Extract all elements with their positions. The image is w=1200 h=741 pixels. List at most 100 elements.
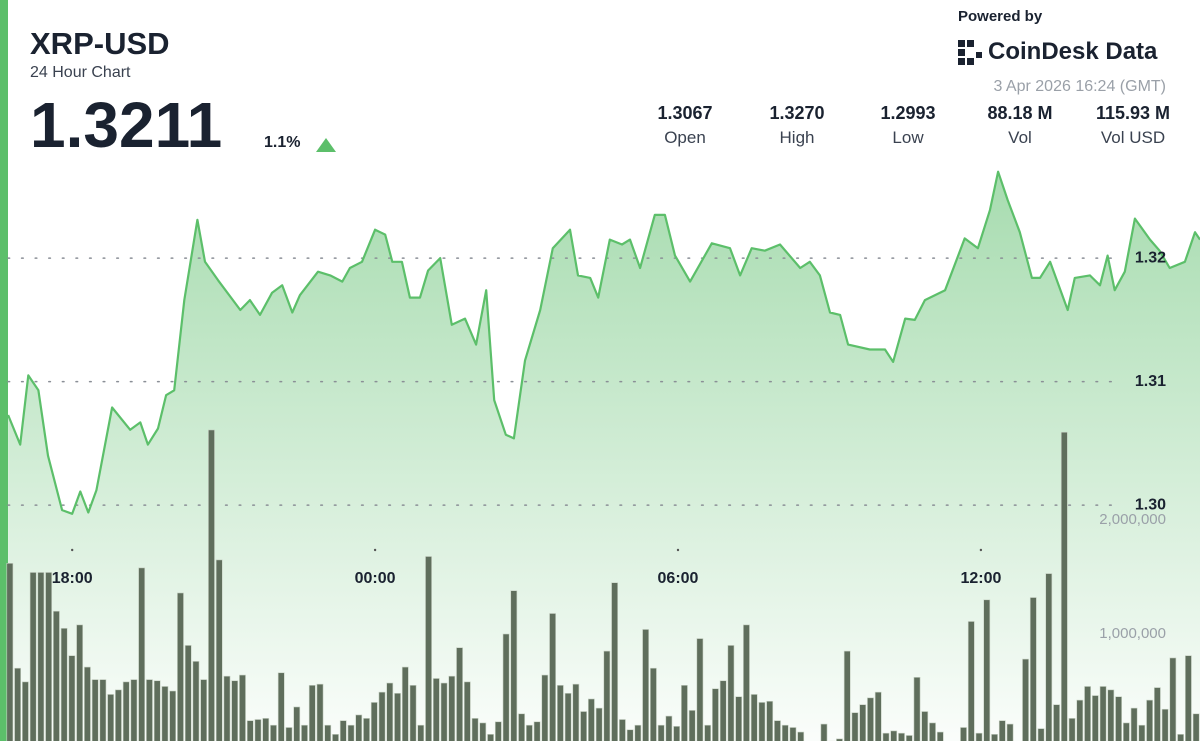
volume-bar xyxy=(355,714,363,741)
volume-bar xyxy=(440,682,448,741)
x-tick-label: 12:00 xyxy=(960,570,1001,587)
volume-bar xyxy=(324,724,332,741)
volume-bar xyxy=(270,724,277,741)
volume-bar xyxy=(556,684,564,741)
volume-bar xyxy=(774,720,781,741)
volume-bar xyxy=(1068,718,1076,741)
x-tick-mark xyxy=(70,548,74,552)
volume-bar xyxy=(1192,713,1200,741)
volume-bar xyxy=(138,567,146,741)
volume-bar xyxy=(1060,431,1068,741)
volume-bar xyxy=(471,718,479,741)
volume-bar xyxy=(1130,707,1138,741)
title: XRP-USD xyxy=(30,26,170,61)
volume-bar xyxy=(417,724,425,741)
volume-bar xyxy=(502,633,510,741)
volume-bar xyxy=(432,678,440,741)
volume-bar xyxy=(29,572,37,741)
volume-bar xyxy=(254,719,262,741)
volume-bar xyxy=(820,723,828,741)
volume-bar xyxy=(898,732,905,741)
volume-bar xyxy=(836,738,843,741)
volume-bar xyxy=(998,720,1006,741)
volume-bar xyxy=(983,599,991,741)
volume-bar xyxy=(580,711,587,741)
y2-tick-label: 1,000,000 xyxy=(1099,625,1166,642)
volume-bar xyxy=(130,679,138,741)
volume-bar xyxy=(1006,723,1014,741)
x-tick-mark xyxy=(373,548,377,552)
volume-bar xyxy=(192,661,200,741)
volume-bar xyxy=(766,700,774,741)
volume-bar xyxy=(262,718,270,741)
volume-bar xyxy=(409,684,417,741)
volume-bar xyxy=(681,684,688,741)
volume-bar xyxy=(1161,708,1169,741)
volume-bar xyxy=(587,698,595,741)
volume-bar xyxy=(463,681,471,741)
subtitle: 24 Hour Chart xyxy=(30,64,131,81)
stat-label: Low xyxy=(892,128,924,147)
volume-bar xyxy=(6,563,14,741)
stat-value: 1.3270 xyxy=(769,103,825,123)
volume-bar xyxy=(394,692,401,741)
volume-bar xyxy=(657,724,665,741)
volume-bar xyxy=(921,711,929,741)
volume-bar xyxy=(169,690,177,741)
price: 1.3211 xyxy=(30,89,223,161)
volume-bar xyxy=(153,680,161,741)
volume-bar xyxy=(53,610,60,741)
volume-bar xyxy=(1146,699,1153,741)
volume-bar xyxy=(184,645,192,741)
volume-bar xyxy=(37,572,45,741)
volume-bar xyxy=(76,624,84,741)
volume-bar xyxy=(1076,699,1084,741)
volume-bar xyxy=(301,724,308,741)
volume-bar xyxy=(1022,658,1029,741)
volume-bar xyxy=(246,720,254,741)
powered-by: Powered by xyxy=(958,8,1043,25)
volume-bar xyxy=(781,724,789,741)
stat: 1.3270 High xyxy=(742,103,852,148)
y-tick-label: 1.31 xyxy=(1135,373,1166,390)
volume-bar xyxy=(231,680,239,741)
volume-bar xyxy=(177,592,184,741)
volume-bar xyxy=(378,691,386,741)
volume-bar xyxy=(1122,722,1130,741)
volume-bar xyxy=(223,675,231,741)
volume-bar xyxy=(370,702,378,741)
volume-bar xyxy=(277,672,285,741)
volume-bar xyxy=(533,721,541,741)
volume-bar xyxy=(1138,724,1146,741)
volume-bar xyxy=(541,674,549,741)
volume-bar xyxy=(867,697,874,741)
volume-bar xyxy=(339,720,347,741)
volume-bar xyxy=(332,734,339,741)
y-tick-label: 1.30 xyxy=(1135,496,1166,513)
volume-bar xyxy=(1053,704,1060,741)
volume-bar xyxy=(905,735,913,741)
volume-bar xyxy=(208,429,215,741)
up-arrow xyxy=(316,138,336,152)
volume-bar xyxy=(642,629,650,741)
volume-bar xyxy=(425,556,432,741)
volume-bar xyxy=(882,732,890,741)
volume-bar xyxy=(347,724,355,741)
volume-bar xyxy=(564,692,572,741)
timestamp: 3 Apr 2026 16:24 (GMT) xyxy=(993,78,1166,95)
volume-bar xyxy=(975,732,983,741)
volume-bar xyxy=(510,590,518,741)
volume-bar xyxy=(479,722,487,741)
x-tick-label: 18:00 xyxy=(52,570,93,587)
change: 1.1% xyxy=(264,134,301,151)
stat-value: 115.93 M xyxy=(1095,103,1171,123)
volume-bar xyxy=(611,582,619,741)
volume-bar xyxy=(960,727,967,741)
stat-label: High xyxy=(779,128,815,147)
volume-bar xyxy=(890,730,898,741)
x-tick-label: 06:00 xyxy=(658,570,699,587)
volume-bar xyxy=(735,696,743,741)
volume-bar xyxy=(1177,734,1184,741)
stat-label: Vol xyxy=(1008,128,1032,147)
volume-bar xyxy=(200,679,208,741)
